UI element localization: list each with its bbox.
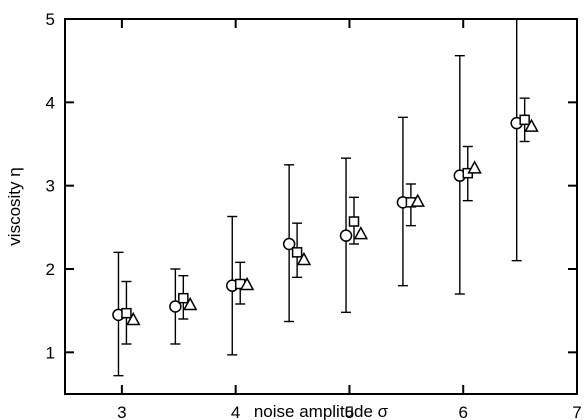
- x-tick-label: 3: [117, 403, 126, 420]
- y-tick-label: 4: [46, 93, 55, 112]
- triangle-point: [410, 193, 425, 207]
- square-point: [519, 114, 530, 126]
- square-point: [348, 216, 360, 227]
- plot-frame: [64, 18, 578, 395]
- x-tick-label: 5: [345, 403, 354, 420]
- x-tick-label: 6: [458, 403, 467, 420]
- y-tick-label: 1: [46, 343, 55, 362]
- square-point: [121, 307, 132, 319]
- triangle-point: [126, 311, 141, 326]
- triangle-point: [353, 226, 369, 240]
- triangle-point: [182, 296, 198, 311]
- y-axis-label: viscosity η: [5, 167, 24, 245]
- triangle-point: [239, 276, 255, 291]
- triangle-point: [467, 160, 482, 174]
- y-tick-label: 2: [46, 260, 55, 279]
- circle-point: [339, 229, 353, 242]
- x-tick-label: 7: [572, 403, 581, 420]
- error-bars: [113, 18, 530, 377]
- circle-point: [169, 300, 182, 313]
- circle-point: [282, 237, 296, 251]
- square-point: [178, 292, 189, 304]
- triangle-point: [296, 251, 312, 266]
- square-point: [291, 247, 303, 258]
- y-tick-label: 3: [46, 177, 55, 196]
- x-tick-label: 4: [231, 403, 240, 420]
- y-tick-label: 5: [46, 10, 55, 29]
- ticks: 3 4 5 6 7 1 2 3 4 5: [46, 10, 582, 420]
- triangle-point: [524, 118, 539, 132]
- x-axis-label: noise amplitude σ: [254, 402, 389, 420]
- markers: [112, 114, 539, 326]
